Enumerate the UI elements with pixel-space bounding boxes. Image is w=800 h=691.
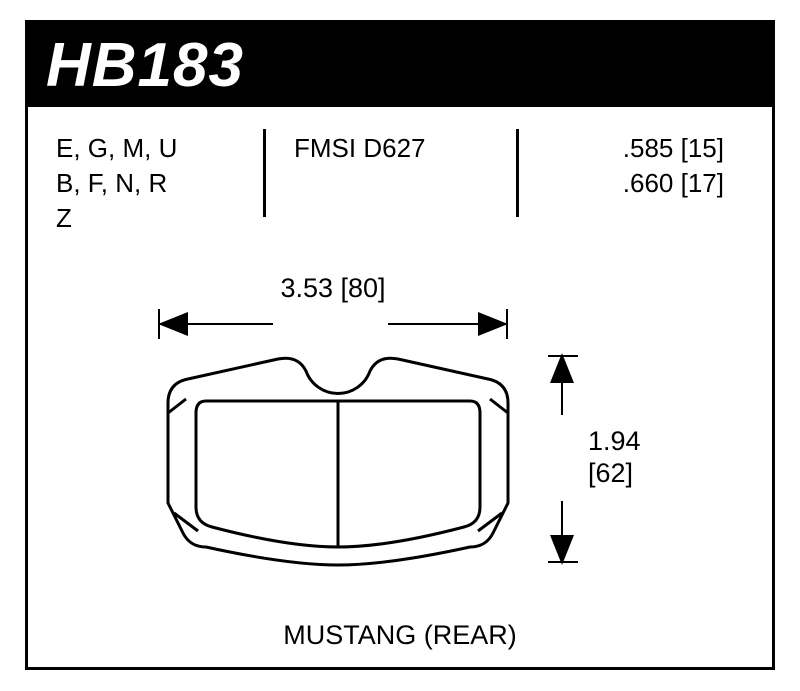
compounds-row-2: B, F, N, R: [56, 166, 243, 201]
corner-notch-tl: [168, 399, 186, 413]
thickness-0: .585 [15]: [623, 131, 724, 166]
part-number-title: HB183: [46, 30, 244, 101]
corner-notch-tr: [490, 399, 508, 413]
spec-row: E, G, M, U B, F, N, R Z FMSI D627 .585 […: [28, 123, 772, 223]
compounds-column: E, G, M, U B, F, N, R Z: [28, 123, 263, 223]
width-value: 3.53 [80]: [280, 273, 385, 303]
thickness-0-mm: [15]: [681, 133, 724, 163]
title-bar: HB183: [28, 23, 772, 107]
application-label: MUSTANG (REAR): [28, 620, 772, 651]
width-mm: [80]: [341, 273, 386, 303]
diagram-frame: HB183 E, G, M, U B, F, N, R Z FMSI D627 …: [25, 20, 775, 670]
thickness-column: .585 [15] .660 [17]: [519, 123, 772, 223]
brake-pad-outline: [158, 343, 518, 583]
width-arrow-right: [478, 312, 508, 336]
height-line-top: [561, 355, 563, 415]
height-mm: [62]: [588, 457, 641, 489]
height-in: 1.94: [588, 425, 641, 457]
compounds-row-3: Z: [56, 201, 243, 236]
fmsi-code: FMSI D627: [294, 131, 496, 166]
thickness-1-mm: [17]: [681, 168, 724, 198]
compounds-row-1: E, G, M, U: [56, 131, 243, 166]
height-value: 1.94 [62]: [588, 425, 641, 490]
thickness-0-in: .585: [623, 133, 674, 163]
thickness-1-in: .660: [623, 168, 674, 198]
height-dimension: 1.94 [62]: [548, 343, 698, 563]
width-in: 3.53: [280, 273, 333, 303]
thickness-1: .660 [17]: [623, 166, 724, 201]
pad-drawing-area: 3.53 [80]: [88, 273, 728, 613]
fmsi-column: FMSI D627: [266, 123, 516, 223]
height-tick-bot: [548, 561, 578, 563]
width-dimension: 3.53 [80]: [163, 273, 503, 304]
width-line-left: [163, 323, 273, 325]
